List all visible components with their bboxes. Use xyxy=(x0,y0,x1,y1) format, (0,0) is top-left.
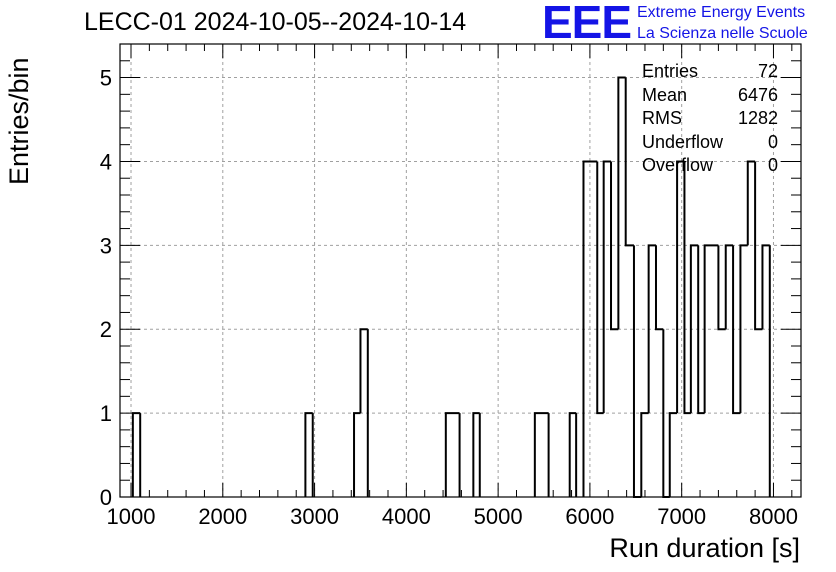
stats-value: 0 xyxy=(767,155,778,175)
histogram-bin xyxy=(640,412,649,497)
stats-box: Entries 72 Mean 6476 RMS 1282 Underflow … xyxy=(642,60,778,178)
logo-line-1: Extreme Energy Events xyxy=(637,4,806,21)
x-tick-label: 2000 xyxy=(198,504,247,529)
histogram-bin xyxy=(676,160,685,414)
stats-value: 0 xyxy=(767,131,778,152)
stats-row-overflow: Overflow 0 xyxy=(642,154,778,178)
histogram-bin xyxy=(610,161,619,331)
histogram-bin xyxy=(444,412,460,497)
stats-value: 6476 xyxy=(737,84,778,105)
stats-row-rms: RMS 1282 xyxy=(642,107,778,131)
stats-row-underflow: Underflow 0 xyxy=(642,131,778,155)
x-tick-label: 8000 xyxy=(749,504,798,529)
plot-frame xyxy=(119,43,802,498)
histogram-bin xyxy=(647,244,656,414)
histogram-bin xyxy=(632,245,642,498)
histogram-bin xyxy=(304,412,313,497)
logo-line-2: La Scienza nelle Scuole xyxy=(637,25,808,42)
stats-value: 1282 xyxy=(737,108,778,128)
x-tick-label: 6000 xyxy=(565,504,614,529)
chart-title: LECC-01 2024-10-05--2024-10-14 xyxy=(84,8,467,36)
stats-row-mean: Mean 6476 xyxy=(642,84,778,108)
y-tick-label: 3 xyxy=(100,233,112,258)
x-tick-label: 4000 xyxy=(382,504,431,529)
x-tick-label: 5000 xyxy=(474,504,523,529)
histogram-bin xyxy=(724,244,734,330)
histogram-bin xyxy=(654,245,664,331)
y-tick-label: 1 xyxy=(100,401,112,426)
histogram-bin xyxy=(472,412,480,497)
y-tick-label: 2 xyxy=(100,317,112,342)
x-axis-label: Run duration [s] xyxy=(609,533,800,563)
x-tick-label: 3000 xyxy=(290,504,339,529)
histogram-bin xyxy=(746,160,756,246)
histogram-bin xyxy=(596,161,604,415)
y-axis-label: Entries/bin xyxy=(4,57,34,185)
histogram-bin xyxy=(683,161,691,415)
histogram-bin xyxy=(359,328,368,414)
histogram-bin xyxy=(568,412,577,497)
histogram-bin xyxy=(602,160,612,414)
y-tick-label: 4 xyxy=(100,149,112,174)
histogram-bin xyxy=(732,245,741,415)
stats-label: RMS xyxy=(642,108,682,128)
histogram-bin xyxy=(754,161,763,331)
x-tick-label: 1000 xyxy=(107,504,156,529)
eee-logo-text: Extreme Energy Events La Scienza nelle S… xyxy=(637,2,808,44)
histogram-bin xyxy=(739,244,748,414)
stats-label: Underflow xyxy=(642,131,724,152)
histogram-bin xyxy=(582,160,598,497)
stats-label: Overflow xyxy=(642,155,714,175)
eee-logo: EEE xyxy=(542,0,632,48)
histogram-bin xyxy=(533,412,549,497)
stats-row-entries: Entries 72 xyxy=(642,60,778,84)
histogram-bin xyxy=(703,244,719,414)
histogram-bin xyxy=(131,412,141,497)
stats-value: 72 xyxy=(757,61,778,81)
histogram-bin xyxy=(624,77,634,247)
histogram-bin xyxy=(761,244,770,330)
histogram-bin xyxy=(617,76,626,330)
x-tick-label: 7000 xyxy=(657,504,706,529)
histogram-bin xyxy=(668,412,678,497)
stats-label: Entries xyxy=(642,61,699,81)
histogram-bin xyxy=(689,244,699,414)
histogram-bin xyxy=(717,245,726,331)
histogram-bin xyxy=(353,412,361,497)
histogram-bin xyxy=(697,245,705,415)
y-tick-label: 0 xyxy=(100,485,112,510)
stats-label: Mean xyxy=(642,84,688,105)
y-tick-label: 5 xyxy=(100,66,112,91)
